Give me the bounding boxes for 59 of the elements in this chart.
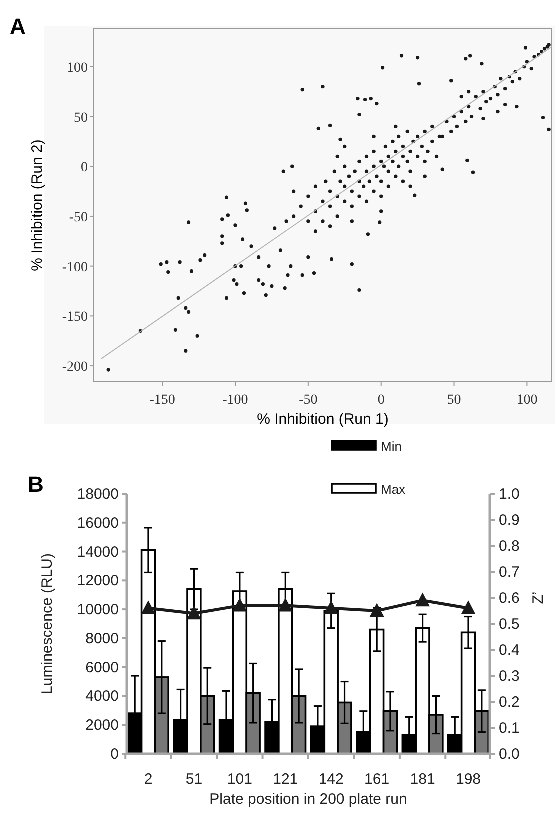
y-tick-label: 0 — [81, 160, 88, 176]
x-tick-label: 198 — [456, 771, 482, 788]
y-tick-label: -150 — [62, 310, 88, 326]
x-tick-label: 100 — [516, 393, 538, 408]
y-tick-label: -100 — [62, 260, 88, 276]
y-tick-label: -200 — [62, 360, 88, 376]
point — [187, 606, 202, 620]
y-tick-label: -50 — [69, 210, 88, 226]
x-tick-label: -150 — [150, 393, 176, 408]
y2-tick-label: 0.4 — [499, 642, 520, 659]
y-tick-label: 2000 — [86, 717, 119, 734]
y2-tick-label: 1.0 — [499, 486, 520, 503]
point — [278, 598, 293, 612]
y2-tick-label: 0.0 — [499, 746, 520, 763]
chart-title: A — [10, 14, 26, 39]
x-tick-label: 181 — [410, 771, 436, 788]
x-tick-label: -100 — [222, 393, 248, 408]
x-axis-title: % Inhibition (Run 1) — [257, 411, 389, 428]
x-tick-label: 2 — [144, 771, 153, 788]
y-tick-label: 0 — [110, 746, 119, 763]
x-tick-label: 121 — [273, 771, 298, 788]
point — [461, 600, 476, 614]
y2-tick-label: 0.9 — [499, 512, 520, 529]
y-tick-label: 10000 — [77, 602, 119, 619]
x-tick-label: 142 — [318, 771, 344, 788]
x-axis-title: Plate position in 200 plate run — [210, 791, 408, 808]
y-tick-label: 18000 — [77, 486, 119, 503]
x-tick-label: 161 — [364, 771, 390, 788]
point — [141, 600, 156, 614]
y-tick-label: 100 — [67, 60, 88, 76]
x-tick-label: -50 — [299, 393, 318, 408]
x-tick-label: 50 — [447, 393, 462, 408]
legend-label: Max — [381, 482, 406, 497]
x-tick-label: 51 — [186, 771, 203, 788]
chart-title: B — [28, 472, 44, 497]
y-tick-label: 50 — [74, 110, 88, 126]
y2-tick-label: 0.8 — [499, 538, 520, 555]
y-tick-label: 6000 — [86, 659, 119, 676]
x-tick-label: 0 — [378, 393, 385, 408]
y2-tick-label: 0.2 — [499, 694, 520, 711]
y-tick-label: 8000 — [86, 630, 119, 648]
y-tick-label: 14000 — [77, 544, 119, 561]
point — [324, 600, 339, 614]
y-tick-label: 12000 — [77, 572, 119, 590]
point — [232, 598, 248, 612]
y-tick-label: 4000 — [86, 688, 119, 706]
y2-axis-title: Z’ — [530, 592, 547, 604]
legend-label: Min — [381, 439, 402, 454]
y-axis-title: % Inhibition (Run 2) — [29, 140, 46, 272]
y-tick-label: 16000 — [77, 514, 119, 532]
x-tick-label: 101 — [227, 771, 252, 788]
y-axis-title: Luminescence (RLU) — [39, 554, 56, 694]
y2-tick-label: 0.1 — [499, 720, 520, 737]
y2-tick-label: 0.6 — [499, 590, 520, 607]
y2-tick-label: 0.5 — [499, 616, 520, 633]
point — [416, 592, 430, 607]
y2-tick-label: 0.7 — [499, 564, 520, 581]
y2-tick-label: 0.3 — [499, 668, 520, 685]
point — [370, 603, 384, 617]
